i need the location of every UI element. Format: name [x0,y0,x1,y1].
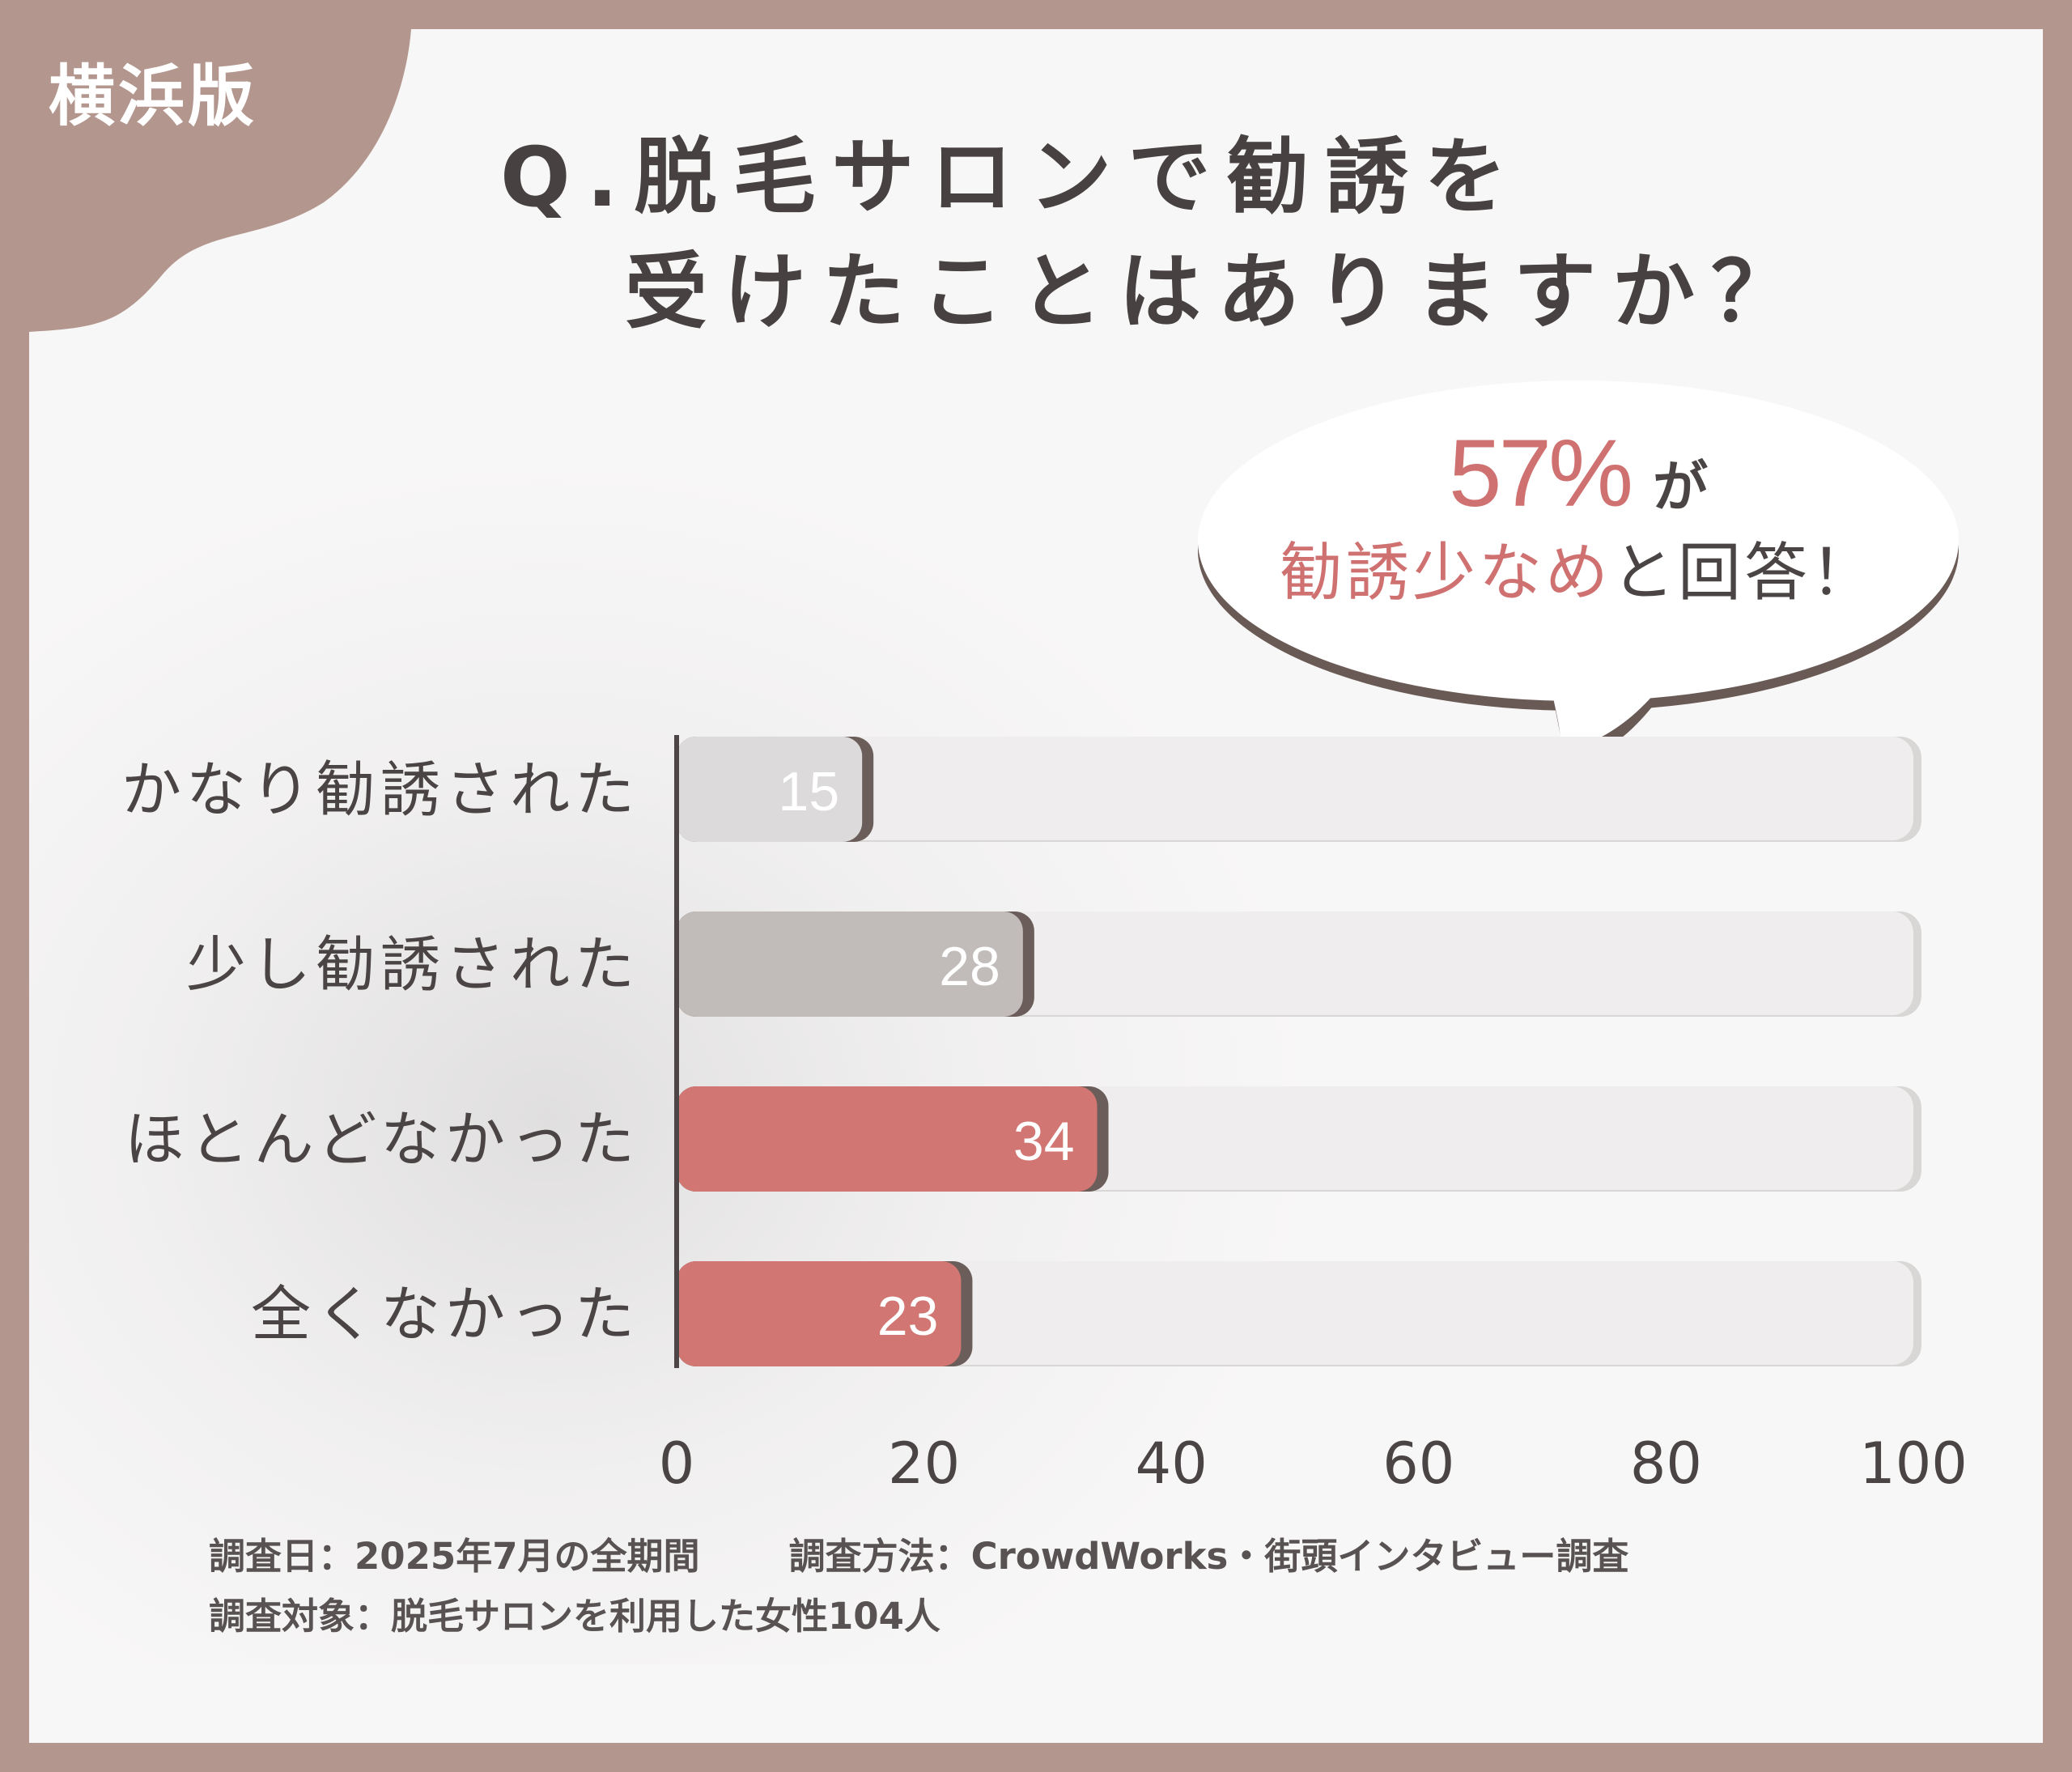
bar-2 [677,911,1023,1017]
category-label-1: かなり勧誘された [121,755,639,825]
callout-highlight: 勧誘少なめ [1279,537,1611,610]
data-label-2: 28 [939,936,1000,997]
x-tick-label-60: 60 [1382,1430,1454,1497]
category-label-4: 全くなかった [251,1280,639,1349]
survey-method: 調査方法：CrowdWorks・街頭インタビュー調査 [788,1535,1629,1578]
region-badge-label: 横浜版 [49,58,258,135]
x-tick-label-20: 20 [888,1430,960,1497]
callout-connector: が [1653,456,1709,520]
callout-percent-line: 57% が [1174,421,1983,526]
category-label-2: 少し勧誘された [186,930,639,1000]
question-title-line-2: 受けたことはありますか？ [625,244,1810,341]
x-tick-label-80: 80 [1630,1430,1702,1497]
data-label-1: 15 [779,761,840,822]
footer-line-1: 調査日：2025年7月の全期間 調査方法：CrowdWorks・街頭インタビュー調… [209,1528,1628,1585]
bar-1 [677,737,863,842]
category-label-3: ほとんどなかった [125,1105,639,1175]
bar-track-4 [677,1261,1913,1365]
x-tick-label-0: 0 [659,1430,695,1497]
bar-4 [677,1261,962,1366]
x-tick-label-100: 100 [1859,1430,1968,1497]
survey-date: 調査日：2025年7月の全期間 [209,1535,700,1578]
bar-track-1 [677,737,1913,840]
x-tick-label-40: 40 [1136,1430,1208,1497]
data-label-4: 23 [877,1285,939,1347]
survey-target: 調査対象：脱毛サロンを利用した女性104人 [209,1595,940,1638]
callout-rest: と回答！ [1611,537,1878,610]
data-label-3: 34 [1013,1111,1075,1172]
callout-message: 勧誘少なめと回答！ [1166,529,1991,618]
callout-percent: 57% [1448,420,1633,527]
bar-3 [677,1086,1098,1192]
question-title-line-1: Q.脱毛サロンで勧誘を [500,130,1523,226]
